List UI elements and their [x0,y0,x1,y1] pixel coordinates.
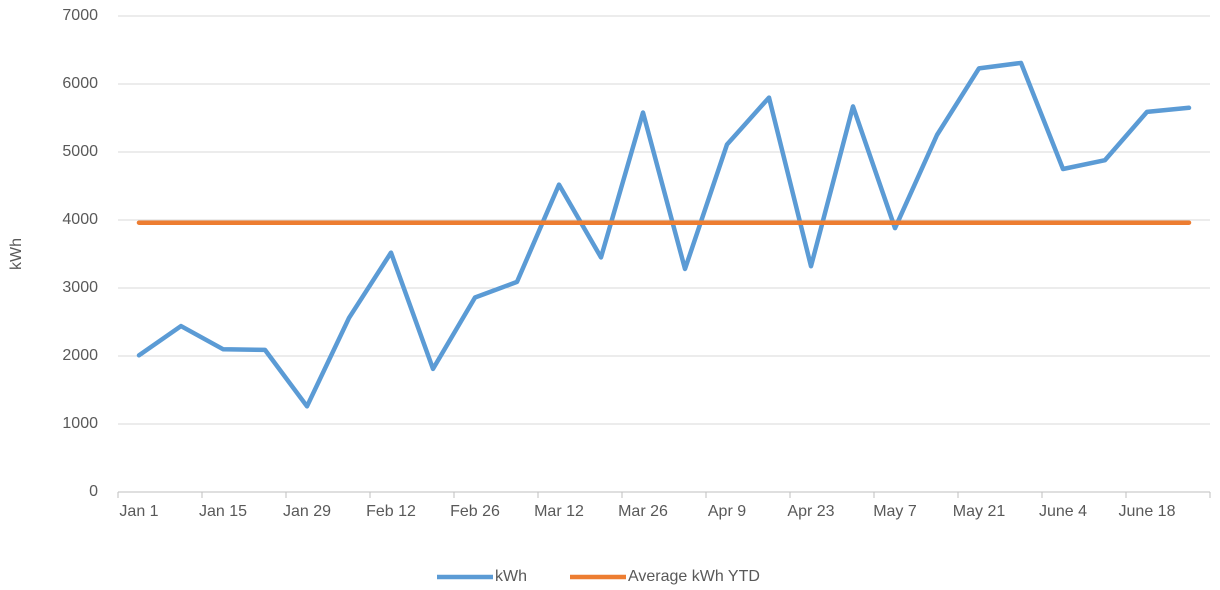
x-tick-label: May 21 [953,503,1006,520]
y-tick-label: 0 [89,483,98,500]
y-tick-label: 2000 [62,347,98,364]
x-tick-label: Apr 23 [787,503,834,520]
y-tick-label: 4000 [62,211,98,228]
y-tick-label: 7000 [62,7,98,24]
x-tick-label: Feb 12 [366,503,416,520]
x-tick-label: Jan 29 [283,503,331,520]
y-tick-label: 5000 [62,143,98,160]
x-tick-label: June 18 [1119,503,1176,520]
legend-label: kWh [495,568,527,585]
x-tick-label: May 7 [873,503,917,520]
legend-label: Average kWh YTD [628,568,760,585]
y-tick-label: 6000 [62,75,98,92]
x-tick-label: Jan 15 [199,503,247,520]
y-tick-label: 3000 [62,279,98,296]
x-tick-label: June 4 [1039,503,1087,520]
line-series [136,60,1192,409]
x-tick-label: Mar 26 [618,503,668,520]
x-tick-label: Mar 12 [534,503,584,520]
x-tick-label: Feb 26 [450,503,500,520]
x-tick-label: Apr 9 [708,503,746,520]
y-tick-label: 1000 [62,415,98,432]
y-axis-label: kWh [8,238,25,270]
x-tick-label: Jan 1 [119,503,158,520]
